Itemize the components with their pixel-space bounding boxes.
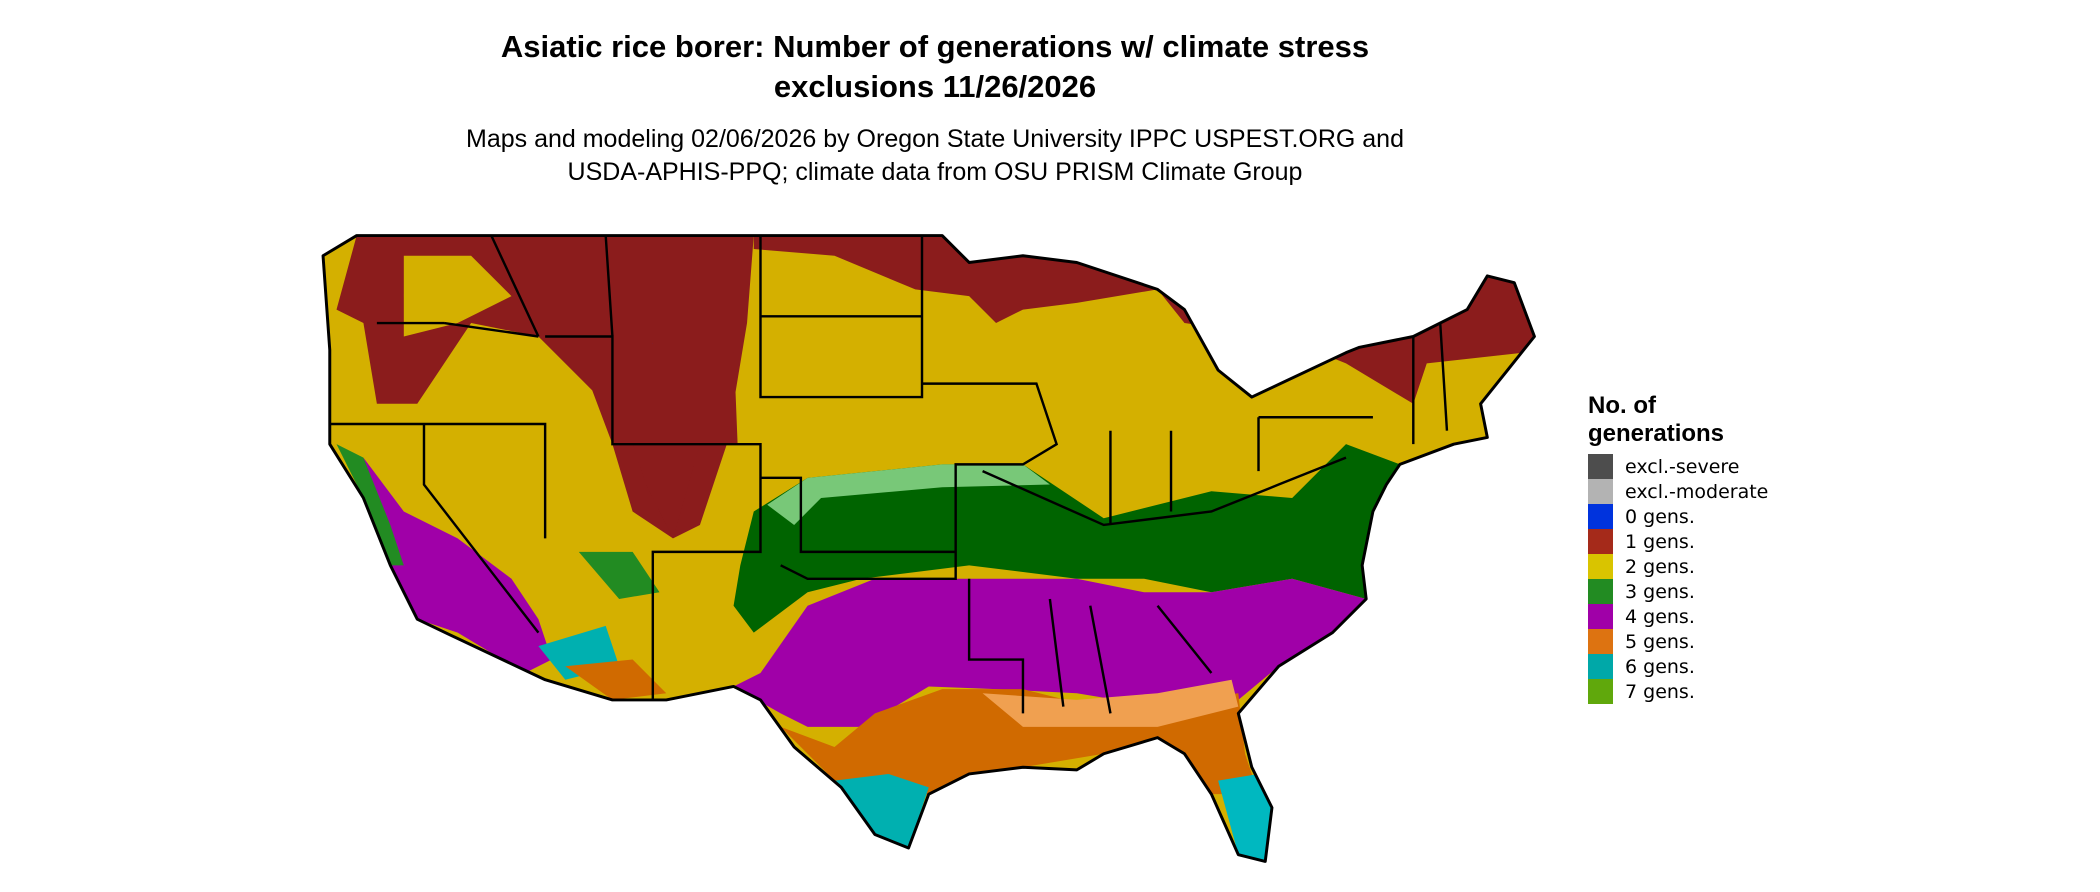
legend-swatch xyxy=(1588,679,1613,704)
legend-item: 5 gens. xyxy=(1588,629,1768,654)
legend-item: 1 gens. xyxy=(1588,529,1768,554)
region-4-gens-sw xyxy=(363,457,552,673)
legend-label: 4 gens. xyxy=(1625,605,1695,628)
legend-item: excl.-moderate xyxy=(1588,479,1768,504)
legend-label: 3 gens. xyxy=(1625,580,1695,603)
subtitle-line-1: Maps and modeling 02/06/2026 by Oregon S… xyxy=(466,125,1404,153)
region-5-gens-az xyxy=(565,659,667,700)
legend-swatch xyxy=(1588,604,1613,629)
legend-swatch xyxy=(1588,504,1613,529)
region-5-gens-light xyxy=(982,679,1239,727)
legend-item: excl.-severe xyxy=(1588,454,1768,479)
legend-label: excl.-moderate xyxy=(1625,480,1769,503)
legend-item: 4 gens. xyxy=(1588,604,1768,629)
legend-item: 2 gens. xyxy=(1588,554,1768,579)
legend-label: 6 gens. xyxy=(1625,655,1695,678)
region-3-gens-nm xyxy=(578,551,660,599)
legend-label: 1 gens. xyxy=(1625,530,1695,553)
legend-swatch xyxy=(1588,579,1613,604)
legend-swatch xyxy=(1588,454,1613,479)
legend-swatch xyxy=(1588,554,1613,579)
legend-swatch xyxy=(1588,654,1613,679)
legend-label: 7 gens. xyxy=(1625,680,1695,703)
legend-item: 3 gens. xyxy=(1588,579,1768,604)
legend-swatch xyxy=(1588,479,1613,504)
legend-swatch xyxy=(1588,629,1613,654)
legend-item: 7 gens. xyxy=(1588,679,1768,704)
legend-label: excl.-severe xyxy=(1625,455,1740,478)
subtitle-line-2: USDA-APHIS-PPQ; climate data from OSU PR… xyxy=(567,158,1303,186)
region-3-gens xyxy=(733,444,1400,633)
region-6-gens-tx xyxy=(834,773,929,848)
legend-title-line-2: generations xyxy=(1588,420,1725,447)
legend: No. of generations excl.-severe excl.-mod… xyxy=(1588,392,1768,704)
map-title-line-2: exclusions 11/26/2026 xyxy=(773,69,1097,104)
legend-label: 0 gens. xyxy=(1625,505,1695,528)
region-6-gens-fl xyxy=(1218,773,1272,862)
map-title-line-1: Asiatic rice borer: Number of generation… xyxy=(500,29,1370,64)
legend-title: No. of generations xyxy=(1588,392,1768,448)
region-2-gens-west xyxy=(403,255,512,337)
legend-item: 6 gens. xyxy=(1588,654,1768,679)
region-3-gens-ca xyxy=(336,444,404,566)
region-1-gens-co xyxy=(612,343,738,539)
legend-title-line-1: No. of xyxy=(1588,392,1656,419)
region-3-gens-light xyxy=(767,464,1050,525)
legend-label: 2 gens. xyxy=(1625,555,1695,578)
legend-swatch xyxy=(1588,529,1613,554)
us-outline xyxy=(321,234,1536,863)
legend-item: 0 gens. xyxy=(1588,504,1768,529)
state-borders xyxy=(329,235,1449,714)
legend-label: 5 gens. xyxy=(1625,630,1695,653)
